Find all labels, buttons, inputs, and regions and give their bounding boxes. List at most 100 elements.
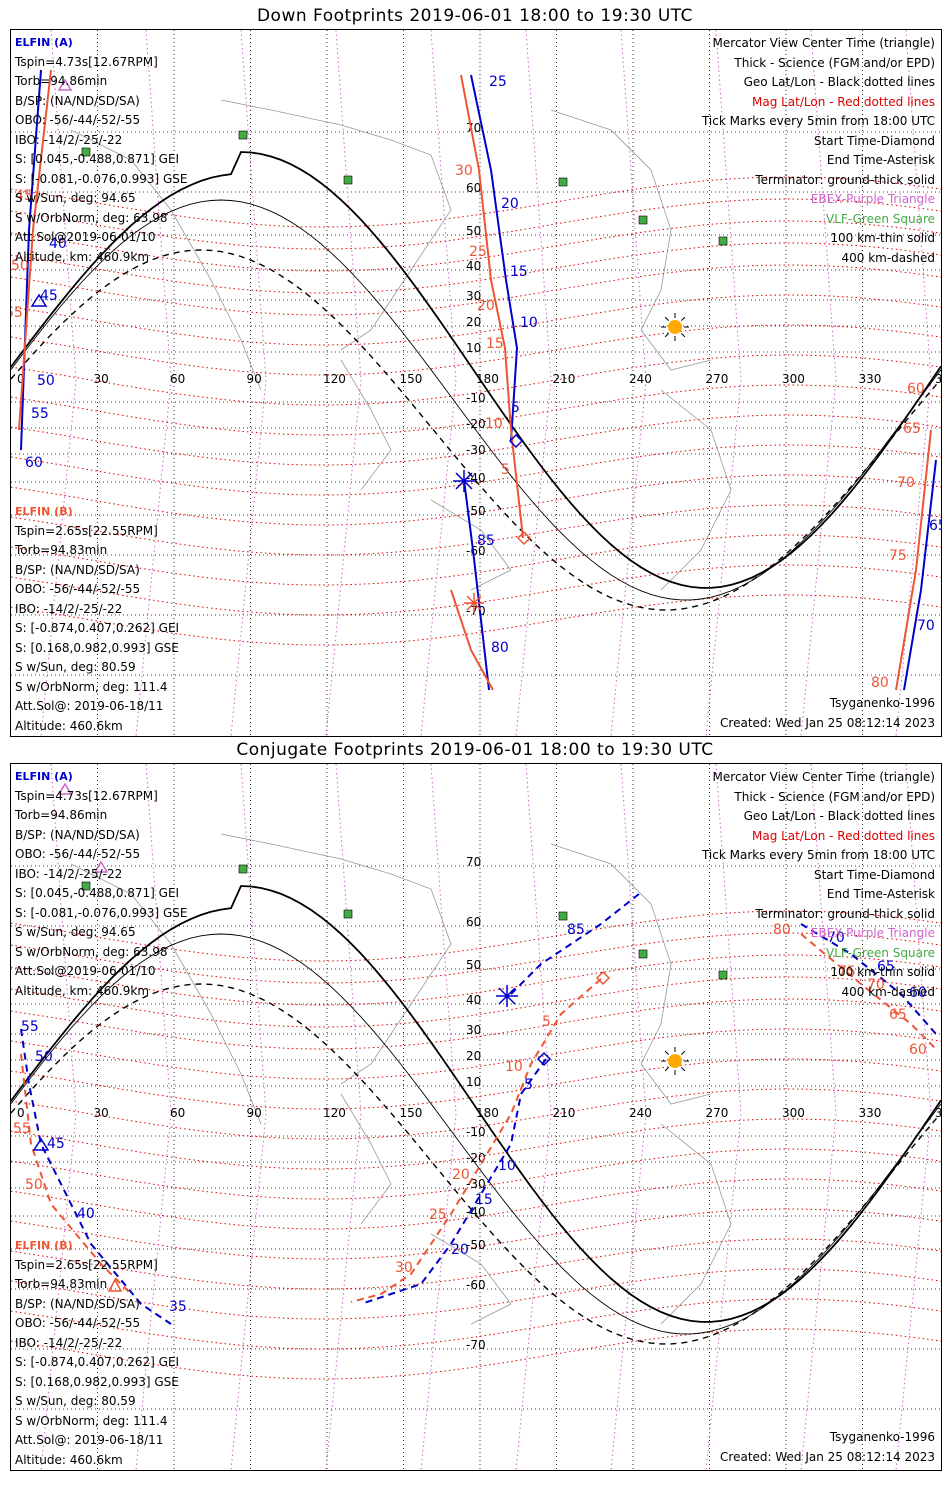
- elfin-b-track-west: [18, 69, 52, 431]
- elfin-b-attsol: Att.Sol@: 2019-06-18/11: [15, 1433, 164, 1447]
- altitude-400km-curve: [11, 983, 941, 1345]
- lat-tick-label: 50: [466, 958, 481, 972]
- elfin-b-tick-label: 5: [501, 462, 510, 478]
- lat-tick-label: -60: [466, 1278, 486, 1292]
- elfin-b-tick-label: 10: [505, 1059, 523, 1075]
- ebex-triangle-icon: [93, 860, 109, 873]
- elfin-a-altitude: Altitude, km: 460.9km: [15, 249, 150, 264]
- elfin-b-ibo: IBO: -14/2/-25/-22: [15, 1335, 123, 1350]
- vlf-station-icon: [81, 881, 91, 891]
- coastline: [550, 843, 712, 1105]
- lat-tick-label: 40: [466, 993, 481, 1007]
- elfin-b-attsol: Att.Sol@: 2019-06-18/11: [15, 699, 164, 713]
- coastline: [340, 1093, 392, 1225]
- elfin-b-obo: OBO: -56/-44/-52/-55: [15, 582, 141, 596]
- legend-item: Geo Lat/Lon - Black dotted lines: [743, 75, 935, 89]
- mag-parallel: [11, 384, 941, 436]
- lon-tick-label: 360: [935, 372, 941, 386]
- elfin-a-attsol: Att.Sol@2019-06-01/10: [15, 964, 156, 978]
- elfin-a-tick-label: 10: [498, 1158, 516, 1174]
- elfin-b-altitude: Altitude: 460.6km: [15, 1452, 123, 1467]
- elfin-a-tick-label: 85: [567, 922, 585, 938]
- elfin-a-s-orb: S w/OrbNorm, deg: 63.98: [15, 944, 168, 959]
- elfin-b-track-east: [895, 429, 932, 691]
- elfin-b-tick-label: 75: [889, 548, 907, 564]
- legend-item: 100 km-thin solid: [830, 231, 935, 245]
- vlf-station-icon: [343, 175, 353, 185]
- elfin-a-center-triangle-icon: [30, 293, 48, 307]
- sun-ray: [664, 1067, 669, 1072]
- mag-parallel: [11, 414, 941, 466]
- elfin-a-tick-label: 15: [510, 264, 528, 280]
- vlf-station-icon: [558, 177, 568, 187]
- ebex-triangle-icon: [57, 782, 73, 795]
- elfin-b-end-asterisk-icon: [464, 593, 484, 613]
- sun-ray: [681, 333, 686, 338]
- elfin-a-tick-label: 70: [827, 930, 845, 946]
- vlf-station-icon: [638, 949, 648, 959]
- lon-tick-label: 150: [400, 372, 423, 386]
- altitude-400km-curve: [11, 249, 941, 611]
- lat-tick-label: 60: [466, 181, 481, 195]
- coastline: [660, 389, 732, 591]
- mag-parallel: [11, 324, 941, 376]
- legend-item: 400 km-dashed: [841, 250, 935, 265]
- legend-item: Terminator: ground-thick solid: [755, 172, 935, 187]
- lon-tick-label: 360: [935, 1106, 941, 1120]
- elfin-b-tick-label: 70: [897, 475, 915, 491]
- vlf-station-icon: [718, 236, 728, 246]
- lat-tick-label: 40: [466, 259, 481, 273]
- elfin-a-tick-label: 55: [21, 1019, 39, 1035]
- legend-item: Mercator View Center Time (triangle): [712, 770, 935, 784]
- elfin-b-tick-label: 55: [13, 1121, 31, 1137]
- elfin-b-bsp: B/SP: (NA/ND/SD/SA): [15, 1296, 140, 1311]
- vlf-station-icon: [638, 215, 648, 225]
- mag-parallel: [11, 1328, 941, 1380]
- elfin-a-tick-label: 80: [491, 640, 509, 656]
- mag-meridian: [420, 30, 457, 736]
- elfin-b-s-gei: S: [-0.874,0.407,0.262] GEI: [15, 1355, 180, 1369]
- elfin-b-track: [460, 74, 524, 539]
- model-label: Tsyganenko-1996: [829, 1430, 935, 1444]
- coastline: [550, 109, 712, 371]
- elfin-a-s-gei: S: [0.045,-0.488,0.871] GEI: [15, 152, 180, 166]
- lon-tick-label: 0: [17, 372, 25, 386]
- lat-tick-label: 50: [466, 224, 481, 238]
- lat-tick-label: -70: [466, 1338, 486, 1352]
- lon-tick-label: 270: [706, 1106, 729, 1120]
- elfin-a-obo: OBO: -56/-44/-52/-55: [15, 113, 141, 127]
- elfin-b-obo: OBO: -56/-44/-52/-55: [15, 1316, 141, 1330]
- elfin-b-tick-label: 5: [542, 1014, 551, 1030]
- elfin-b-tick-label: 45: [15, 188, 33, 204]
- mag-parallel: [11, 1238, 941, 1290]
- down-title: Down Footprints 2019-06-01 18:00 to 19:3…: [256, 6, 694, 26]
- elfin-b-tick-label: 15: [486, 336, 504, 352]
- mag-parallel: [11, 910, 941, 962]
- elfin-b-track-south: [450, 589, 494, 691]
- lon-tick-label: 60: [170, 372, 185, 386]
- conjugate-title: Conjugate Footprints 2019-06-01 18:00 to…: [236, 740, 714, 760]
- elfin-a-info-conj: ELFIN (A) Tspin=4.73s[12.67RPM] Torb=94.…: [15, 767, 188, 1001]
- mag-parallel: [11, 294, 941, 346]
- lon-tick-label: 240: [629, 372, 652, 386]
- elfin-a-s-gse: S: [-0.081,-0.076,0.993] GSE: [15, 905, 188, 920]
- elfin-b-tspin: Tspin=2.65s[22.55RPM]: [15, 523, 158, 538]
- elfin-a-tick-label: 20: [501, 196, 519, 212]
- legend-item: Tick Marks every 5min from 18:00 UTC: [701, 114, 935, 128]
- elfin-a-center-triangle-icon: [32, 1137, 50, 1151]
- mag-parallel: [11, 998, 941, 1050]
- lat-tick-label: -30: [466, 443, 486, 457]
- mag-parallel: [11, 1208, 941, 1260]
- elfin-a-name: ELFIN (A): [15, 36, 73, 49]
- elfin-a-track-west: [20, 1028, 172, 1325]
- lat-tick-label: 20: [466, 1049, 481, 1063]
- mag-meridian: [515, 764, 552, 1470]
- mag-parallel: [11, 354, 941, 406]
- lat-tick-label: -70: [466, 604, 486, 618]
- legend-item: EBEX-Purple Triangle: [810, 926, 935, 940]
- elfin-a-tick-label: 55: [31, 406, 49, 422]
- terminator-curve: [11, 885, 941, 1323]
- coastline: [70, 863, 262, 1125]
- lat-tick-label: -20: [466, 417, 486, 431]
- legend-item: VLF-Green Square: [826, 211, 935, 226]
